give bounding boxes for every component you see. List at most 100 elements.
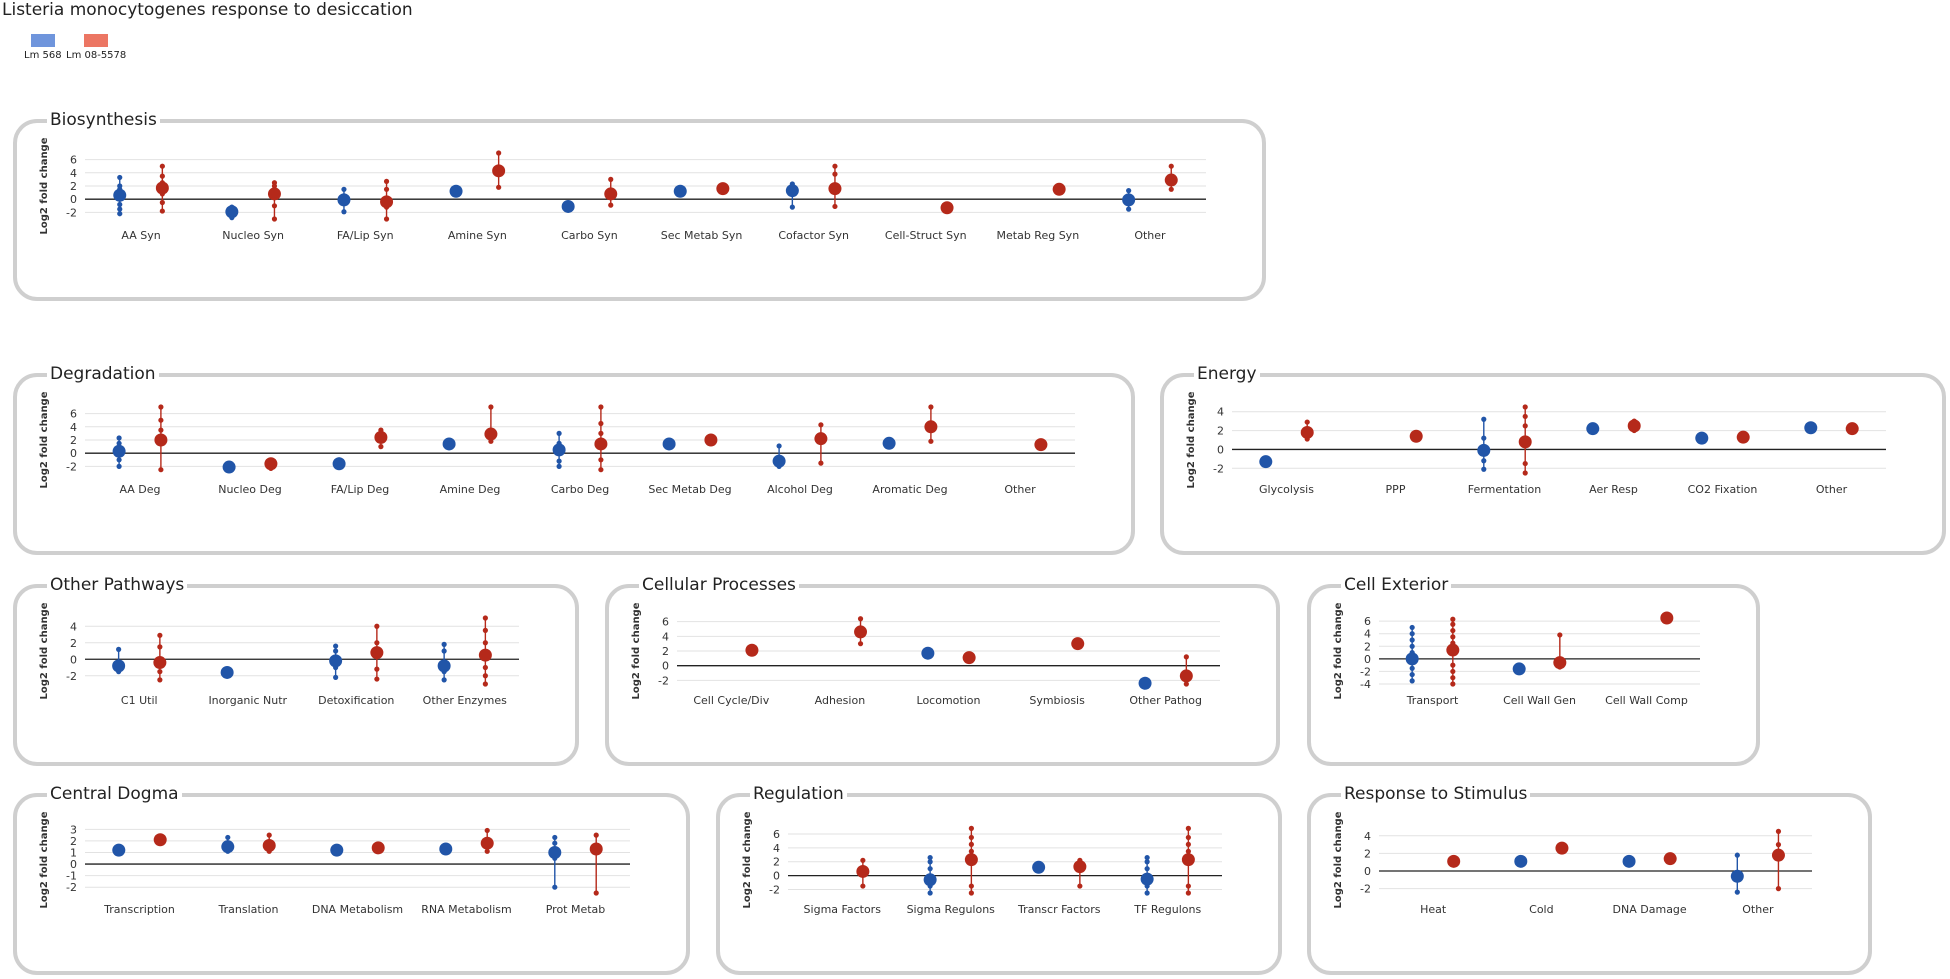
x-tick-label: Transcription <box>103 903 175 916</box>
gene-point-lm08 <box>482 664 488 671</box>
gene-point-lm08 <box>968 825 974 831</box>
gene-point-lm08 <box>157 677 163 683</box>
gene-point-lm568 <box>789 204 795 210</box>
mean-point-lm568 <box>1259 455 1273 469</box>
gene-point-lm08 <box>1522 460 1528 467</box>
y-tick-label: -2 <box>66 881 77 894</box>
y-axis-label: Log2 fold change <box>1186 391 1197 488</box>
x-tick-label: Sec Metab Syn <box>661 229 743 242</box>
gene-point-lm568 <box>117 201 123 208</box>
mean-point-lm568 <box>1586 422 1600 436</box>
y-tick-label: 2 <box>1364 640 1371 653</box>
x-tick-label: PPP <box>1386 483 1406 496</box>
gene-point-lm568 <box>1734 889 1740 895</box>
gene-point-lm568 <box>117 174 123 181</box>
mean-point-lm08 <box>604 187 618 201</box>
mean-point-lm08 <box>484 427 498 441</box>
gene-point-lm08 <box>598 457 604 463</box>
gene-point-lm08 <box>482 640 488 646</box>
panel-title: Energy <box>1194 364 1260 384</box>
panel-title: Regulation <box>750 784 847 804</box>
x-tick-label: Symbiosis <box>1029 694 1085 707</box>
x-tick-label: AA Syn <box>121 229 160 242</box>
gene-point-lm08 <box>484 848 490 854</box>
x-tick-label: Sigma Factors <box>804 903 882 916</box>
mean-point-lm568 <box>772 454 786 468</box>
mean-point-lm568 <box>222 460 236 474</box>
gene-point-lm08 <box>598 420 604 427</box>
gene-point-lm568 <box>1409 665 1415 671</box>
gene-point-lm568 <box>1481 416 1487 422</box>
gene-point-lm568 <box>927 890 933 896</box>
panel-central-dogma: Central Dogma -2 -1 0 1 2 3 Log2 fold change Tr… <box>13 784 690 975</box>
gene-point-lm08 <box>598 404 604 410</box>
gene-point-lm08 <box>383 178 390 184</box>
gene-point-lm08 <box>832 163 838 169</box>
gene-point-lm08 <box>928 438 934 444</box>
mean-point-lm08 <box>371 841 385 855</box>
mean-point-lm08 <box>1052 182 1066 196</box>
gene-point-lm568 <box>333 674 339 680</box>
y-tick-label: 4 <box>773 842 780 855</box>
gene-point-lm568 <box>1409 637 1415 643</box>
mean-point-lm568 <box>449 184 463 198</box>
legend-label-lm08: Lm 08-5578 <box>66 50 127 61</box>
panel-title: Biosynthesis <box>47 110 160 130</box>
mean-point-lm568 <box>1477 443 1491 457</box>
gene-point-lm08 <box>832 171 838 177</box>
x-tick-label: Cell Cycle/Div <box>693 694 769 707</box>
gene-point-lm08 <box>598 467 604 473</box>
y-tick-label: 2 <box>662 645 669 658</box>
y-tick-label: 0 <box>70 858 77 871</box>
gene-point-lm568 <box>552 840 558 846</box>
gene-point-lm568 <box>441 641 447 647</box>
gene-point-lm568 <box>1481 466 1487 472</box>
gene-point-lm568 <box>117 211 123 217</box>
mean-point-lm08 <box>745 643 759 657</box>
panel-degradation: Degradation -2 0 2 4 6 Log2 fold change AA Deg… <box>13 364 1135 555</box>
mean-point-lm568 <box>1730 869 1744 883</box>
panel-title: Central Dogma <box>47 784 182 804</box>
gene-point-lm568 <box>552 834 558 841</box>
gene-point-lm08 <box>488 404 494 410</box>
x-tick-label: Amine Syn <box>448 229 507 242</box>
gene-point-lm568 <box>117 206 123 212</box>
gene-point-lm08 <box>593 832 599 838</box>
x-tick-label: Adhesion <box>815 694 866 707</box>
mean-point-lm08 <box>594 437 608 451</box>
gene-point-lm08 <box>158 417 164 423</box>
gene-point-lm08 <box>832 203 838 210</box>
y-tick-label: 2 <box>70 835 77 848</box>
y-tick-label: 4 <box>70 167 77 180</box>
y-tick-label: 0 <box>70 653 77 666</box>
gene-point-lm568 <box>116 435 122 441</box>
gene-point-lm08 <box>608 176 614 182</box>
mean-point-lm08 <box>854 625 868 639</box>
gene-point-lm568 <box>1409 671 1415 678</box>
gene-point-lm08 <box>374 640 380 646</box>
gene-point-lm568 <box>333 643 339 649</box>
gene-point-lm568 <box>1409 624 1415 631</box>
y-tick-label: 4 <box>662 630 669 643</box>
gene-point-lm08 <box>159 163 165 169</box>
mean-point-lm568 <box>548 845 562 859</box>
gene-point-lm568 <box>116 463 122 469</box>
gene-point-lm08 <box>1450 621 1456 627</box>
gene-point-lm08 <box>482 615 488 621</box>
y-tick-label: -2 <box>1360 665 1371 678</box>
gene-point-lm08 <box>383 216 390 222</box>
mean-point-lm568 <box>1405 652 1419 666</box>
x-tick-label: Cold <box>1529 903 1553 916</box>
x-tick-label: Fermentation <box>1468 483 1541 496</box>
y-tick-label: 2 <box>1217 425 1224 438</box>
gene-point-lm08 <box>1185 848 1191 854</box>
x-tick-label: DNA Damage <box>1613 903 1687 916</box>
mean-point-lm08 <box>716 182 730 196</box>
mean-point-lm568 <box>1804 421 1818 435</box>
gene-point-lm568 <box>441 648 447 654</box>
y-tick-label: 0 <box>70 447 77 460</box>
mean-point-lm08 <box>267 187 281 201</box>
gene-point-lm08 <box>496 184 502 190</box>
y-tick-label: 4 <box>1364 628 1371 641</box>
